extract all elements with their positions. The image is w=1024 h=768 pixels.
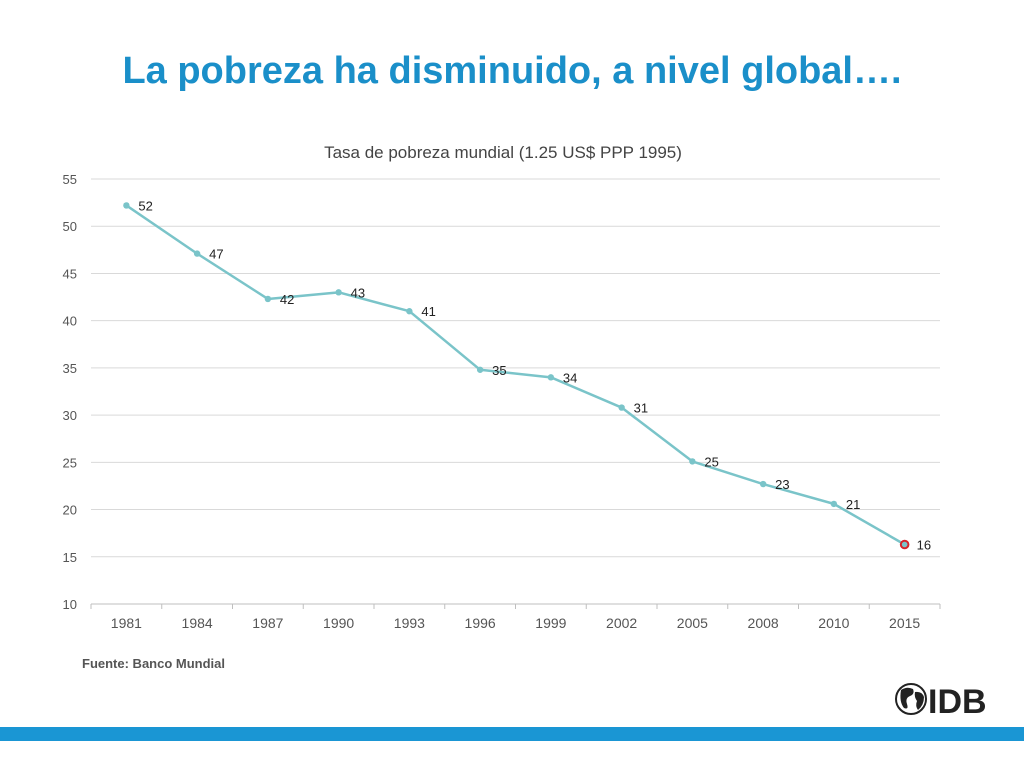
data-point xyxy=(547,374,555,381)
data-point-highlight xyxy=(899,539,910,550)
x-tick-label: 1981 xyxy=(111,615,142,631)
data-label: 21 xyxy=(846,497,860,512)
data-point xyxy=(476,366,484,373)
data-label: 25 xyxy=(704,454,718,469)
data-point xyxy=(335,289,342,296)
data-label: 42 xyxy=(280,292,294,307)
data-point xyxy=(618,404,625,411)
y-tick-label: 40 xyxy=(63,314,77,329)
data-point xyxy=(759,480,767,488)
data-label: 41 xyxy=(421,304,435,319)
data-label: 52 xyxy=(138,198,152,213)
y-tick-label: 20 xyxy=(63,503,77,518)
y-tick-label: 30 xyxy=(63,408,77,423)
y-tick-label: 25 xyxy=(63,455,77,470)
x-tick-label: 1999 xyxy=(535,615,566,631)
y-tick-label: 45 xyxy=(63,266,77,281)
idb-logo: IDB xyxy=(895,683,987,718)
x-tick-label: 1987 xyxy=(252,615,283,631)
data-label: 47 xyxy=(209,247,223,262)
data-point xyxy=(406,308,413,315)
data-point xyxy=(264,295,272,303)
data-point xyxy=(689,458,696,465)
x-tick-label: 2010 xyxy=(818,615,849,631)
data-point xyxy=(830,500,838,508)
source-note: Fuente: Banco Mundial xyxy=(82,656,225,671)
x-tick-label: 2005 xyxy=(677,615,708,631)
chart-title: Tasa de pobreza mundial (1.25 US$ PPP 19… xyxy=(324,143,682,162)
data-label: 23 xyxy=(775,477,789,492)
series-line xyxy=(125,204,906,546)
y-tick-label: 35 xyxy=(63,361,77,376)
x-tick-label: 2008 xyxy=(748,615,779,631)
slide-title: La pobreza ha disminuido, a nivel global… xyxy=(122,50,902,92)
x-tick-label: 1993 xyxy=(394,615,425,631)
logo-text: IDB xyxy=(928,683,987,718)
data-label: 35 xyxy=(492,363,506,378)
x-tick-label: 1990 xyxy=(323,615,354,631)
y-tick-label: 55 xyxy=(63,172,77,187)
x-tick-label: 1984 xyxy=(182,615,213,631)
y-tick-label: 10 xyxy=(63,597,77,612)
data-label: 16 xyxy=(917,538,931,553)
x-tick-label: 2002 xyxy=(606,615,637,631)
y-tick-label: 15 xyxy=(63,550,77,565)
data-point xyxy=(123,202,130,209)
data-label: 34 xyxy=(563,370,577,385)
data-label: 31 xyxy=(634,401,648,416)
data-label: 43 xyxy=(351,285,365,300)
poverty-line-chart: Tasa de pobreza mundial (1.25 US$ PPP 19… xyxy=(63,143,941,631)
data-point xyxy=(193,250,201,257)
y-tick-label: 50 xyxy=(63,219,77,234)
x-tick-label: 1996 xyxy=(465,615,496,631)
bottom-bar xyxy=(0,727,1024,741)
x-tick-label: 2015 xyxy=(889,615,920,631)
